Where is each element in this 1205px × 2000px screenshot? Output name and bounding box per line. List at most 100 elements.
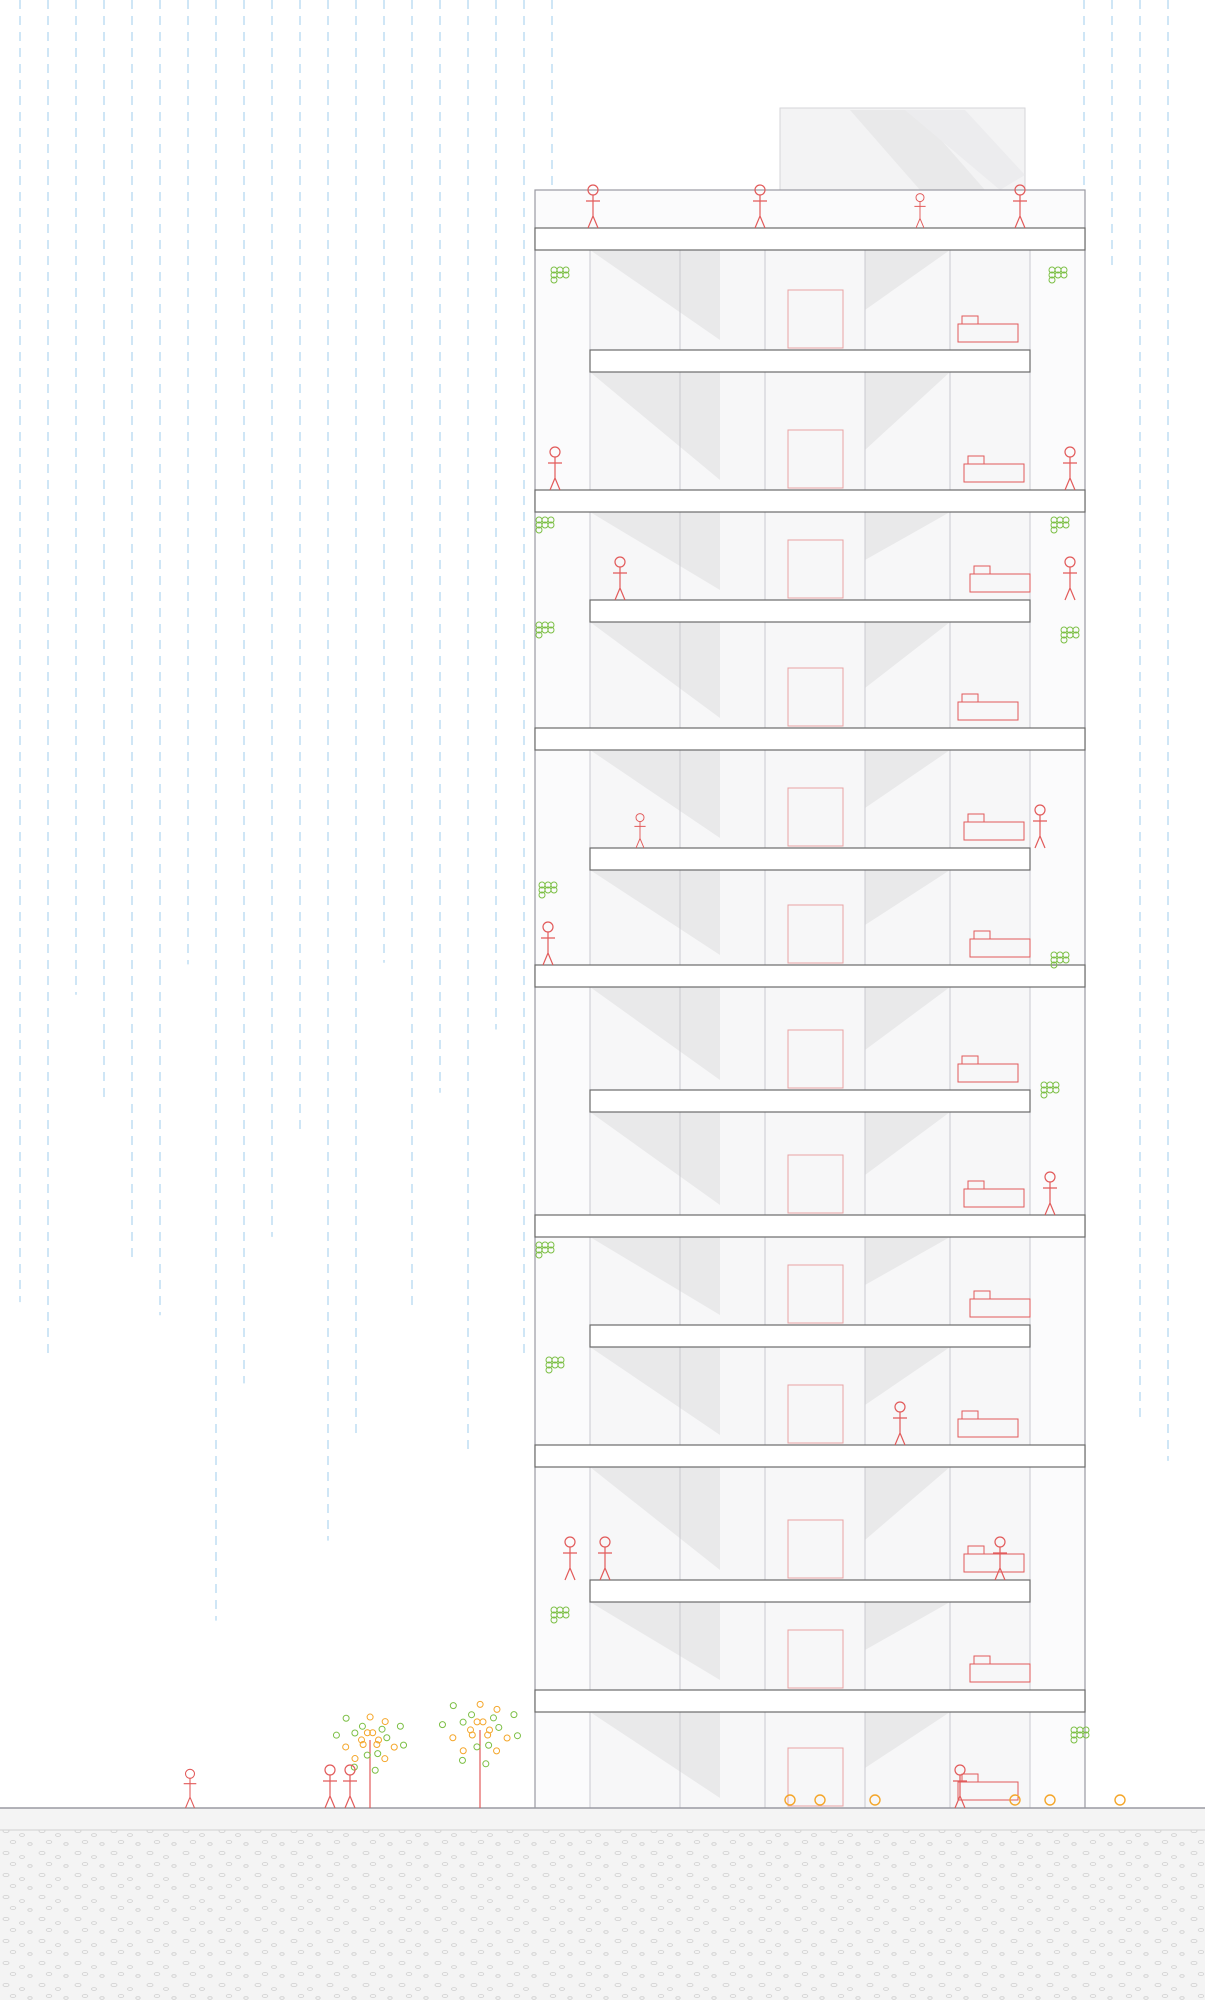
shadow (865, 512, 950, 560)
floor-slab (589, 1089, 1031, 1113)
floor-slab (534, 489, 1086, 513)
foliage (513, 1732, 521, 1740)
leaf (550, 276, 558, 284)
shadow (865, 870, 950, 925)
person-figure (1063, 556, 1077, 601)
foliage (381, 1718, 389, 1726)
plant (1050, 951, 1070, 969)
floor-slab (534, 964, 1086, 988)
leaf (535, 631, 543, 639)
shadow (590, 1347, 720, 1435)
floor-slab (534, 727, 1086, 751)
shadow (865, 987, 950, 1050)
tree (438, 1700, 521, 1808)
head (635, 813, 645, 823)
floor (534, 227, 1086, 350)
floor-slab (534, 1214, 1086, 1238)
door (787, 904, 844, 964)
leaf (562, 266, 570, 274)
foliage (332, 1731, 340, 1739)
body (323, 1775, 337, 1809)
foliage (400, 1741, 408, 1749)
people-figures (183, 184, 1077, 1809)
foliage (381, 1755, 389, 1763)
door (787, 1264, 844, 1324)
leaf (535, 526, 543, 534)
floor (534, 1689, 1086, 1808)
body (753, 195, 767, 229)
foliage (359, 1740, 367, 1748)
door (787, 1747, 844, 1807)
person-figure (953, 1764, 967, 1809)
floor-slab (534, 1444, 1086, 1468)
person-figure (343, 1764, 357, 1809)
shadow (865, 1112, 950, 1175)
person-figure (1063, 446, 1077, 491)
plant (545, 1356, 565, 1374)
foliage (358, 1736, 366, 1744)
body (598, 1547, 612, 1581)
floor-levels (534, 227, 1086, 1808)
shadow (590, 1712, 720, 1798)
leaf (545, 1366, 553, 1374)
pillow (961, 1773, 979, 1783)
foliage (363, 1751, 371, 1759)
pillow (961, 1410, 979, 1420)
leaf (547, 521, 555, 529)
bed (957, 701, 1019, 721)
foliage (493, 1747, 501, 1755)
foliage (358, 1722, 366, 1730)
foliage (383, 1734, 391, 1742)
shadow (865, 1712, 950, 1768)
foliage (484, 1731, 492, 1739)
body (613, 567, 627, 601)
foliage (449, 1702, 457, 1710)
person-figure (586, 184, 600, 229)
body (548, 457, 562, 491)
head (184, 1768, 196, 1779)
person-figure (893, 1401, 907, 1446)
pillow (973, 930, 991, 940)
shadow (590, 1112, 720, 1205)
foliage (467, 1726, 475, 1734)
pillow (967, 813, 985, 823)
body (541, 932, 555, 966)
foliage (366, 1713, 374, 1721)
door (787, 1629, 844, 1689)
shadow (865, 1237, 950, 1285)
body (893, 1412, 907, 1446)
plant (1040, 1081, 1060, 1099)
door (787, 289, 844, 349)
leaf (550, 1616, 558, 1624)
leaf (535, 1251, 543, 1259)
floor-slab (534, 227, 1086, 251)
foliage (449, 1734, 457, 1742)
person-figure (613, 556, 627, 601)
body (993, 1547, 1007, 1581)
body (586, 195, 600, 229)
flower (1114, 1794, 1126, 1806)
shadow (590, 750, 720, 838)
head (324, 1764, 336, 1776)
floor (534, 727, 1086, 848)
floor-slab (534, 1689, 1086, 1713)
hanging-plants (535, 266, 1126, 1806)
floor (589, 1089, 1031, 1215)
plant (535, 516, 555, 534)
person-figure (993, 1536, 1007, 1581)
shadow (590, 870, 720, 955)
foliage (390, 1743, 398, 1751)
floor-slab (589, 349, 1031, 373)
floor-slab (589, 1324, 1031, 1348)
foliage (342, 1743, 350, 1751)
person-figure (563, 1536, 577, 1581)
pillow (961, 315, 979, 325)
pillow (973, 565, 991, 575)
plant (550, 1606, 570, 1624)
leaf (1082, 1726, 1090, 1734)
bed (963, 821, 1025, 841)
body (1043, 1182, 1057, 1216)
leaf (562, 271, 570, 279)
leaf (1062, 516, 1070, 524)
